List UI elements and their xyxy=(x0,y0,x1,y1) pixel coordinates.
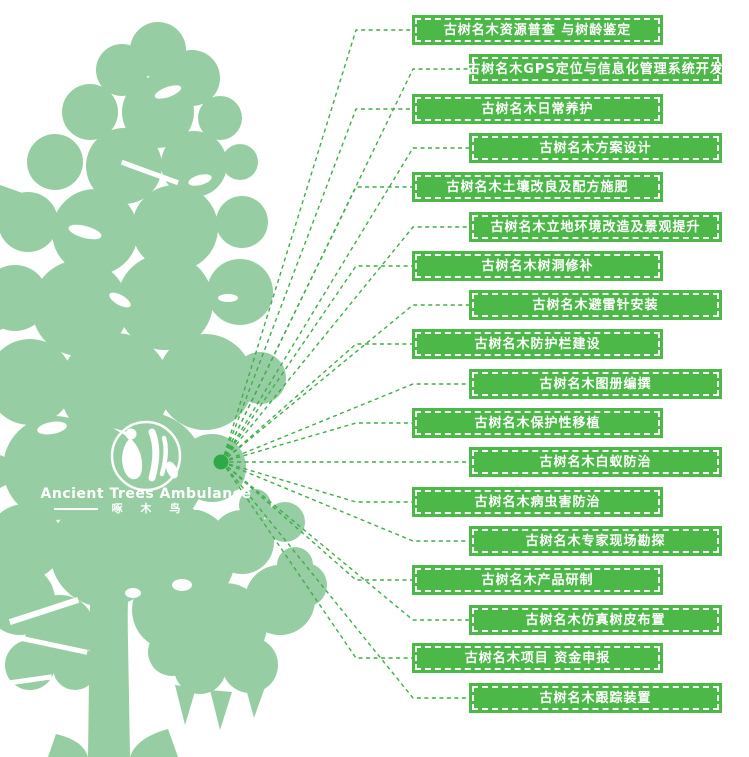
logo-title: Ancient Trees Ambulance xyxy=(40,486,252,502)
logo-divider-left xyxy=(53,507,98,510)
service-banner-label: 古树名木立地环境改造及景观提升 xyxy=(490,219,701,235)
service-banner-label: 古树名木跟踪装置 xyxy=(539,690,652,706)
service-banner-label: 古树名木病虫害防治 xyxy=(474,494,601,510)
service-banner-label: 古树名木方案设计 xyxy=(539,140,652,156)
service-banner-resource-survey: 古树名木资源普查 与树龄鉴定 xyxy=(412,15,663,45)
service-banner-tracking-device: 古树名木跟踪装置 xyxy=(469,683,722,713)
service-banner-daily-care: 古树名木日常养护 xyxy=(412,94,663,124)
logo-subtitle-row: 啄 木 鸟 xyxy=(36,503,256,514)
service-banner-plan-design: 古树名木方案设计 xyxy=(469,133,722,163)
service-banner-label: 古树名木图册编撰 xyxy=(539,376,652,392)
woodpecker-icon xyxy=(113,428,178,482)
service-banner-label: 古树名木日常养护 xyxy=(481,101,594,117)
service-banner-pest-control: 古树名木病虫害防治 xyxy=(412,487,663,517)
logo-subtitle: 啄 木 鸟 xyxy=(111,502,188,515)
service-banner-product-development: 古树名木产品研制 xyxy=(412,565,663,595)
service-banner-cavity-repair: 古树名木树洞修补 xyxy=(412,251,663,281)
logo-divider-right xyxy=(194,507,239,510)
service-banner-label: 古树名木白蚁防治 xyxy=(539,454,652,470)
service-banner-project-funding: 古树名木项目 资金申报 xyxy=(412,643,663,673)
service-banner-protective-transplant: 古树名木保护性移植 xyxy=(412,408,663,438)
service-banner-label: 古树名木专家现场勘探 xyxy=(525,533,666,549)
tree-white-gaps xyxy=(0,85,238,687)
service-banner-label: 古树名木仿真树皮布置 xyxy=(525,612,666,628)
service-banner-label: 古树名木项目 资金申报 xyxy=(464,650,611,666)
service-banner-termite-control: 古树名木白蚁防治 xyxy=(469,447,722,477)
service-banner-label: 古树名木避雷针安装 xyxy=(532,297,659,313)
service-banner-expert-survey: 古树名木专家现场勘探 xyxy=(469,526,722,556)
service-banner-label: 古树名木产品研制 xyxy=(481,572,594,588)
service-banner-album-compilation: 古树名木图册编撰 xyxy=(469,369,722,399)
service-banner-site-environment: 古树名木立地环境改造及景观提升 xyxy=(469,212,722,242)
service-banner-label: 古树名木资源普查 与树龄鉴定 xyxy=(443,22,632,38)
service-banner-label: 古树名木树洞修补 xyxy=(481,258,594,274)
service-banner-label: 古树名木保护性移植 xyxy=(474,415,601,431)
service-banner-label: 古树名木防护栏建设 xyxy=(474,336,601,352)
logo-circle xyxy=(110,420,182,492)
service-banner-gps-system: 古树名木GPS定位与信息化管理系统开发 xyxy=(467,54,724,84)
service-banner-label: 古树名木GPS定位与信息化管理系统开发 xyxy=(467,61,724,77)
service-banner-lightning-rod: 古树名木避雷针安装 xyxy=(469,290,722,320)
service-banner-guardrail: 古树名木防护栏建设 xyxy=(412,329,663,359)
service-banner-artificial-bark: 古树名木仿真树皮布置 xyxy=(469,605,722,635)
hub-dot xyxy=(213,454,229,470)
connector-lines xyxy=(221,29,469,699)
logo-mark xyxy=(110,420,182,492)
service-banner-label: 古树名木土壤改良及配方施肥 xyxy=(446,179,629,195)
service-banner-soil-improvement: 古树名木土壤改良及配方施肥 xyxy=(412,172,663,202)
